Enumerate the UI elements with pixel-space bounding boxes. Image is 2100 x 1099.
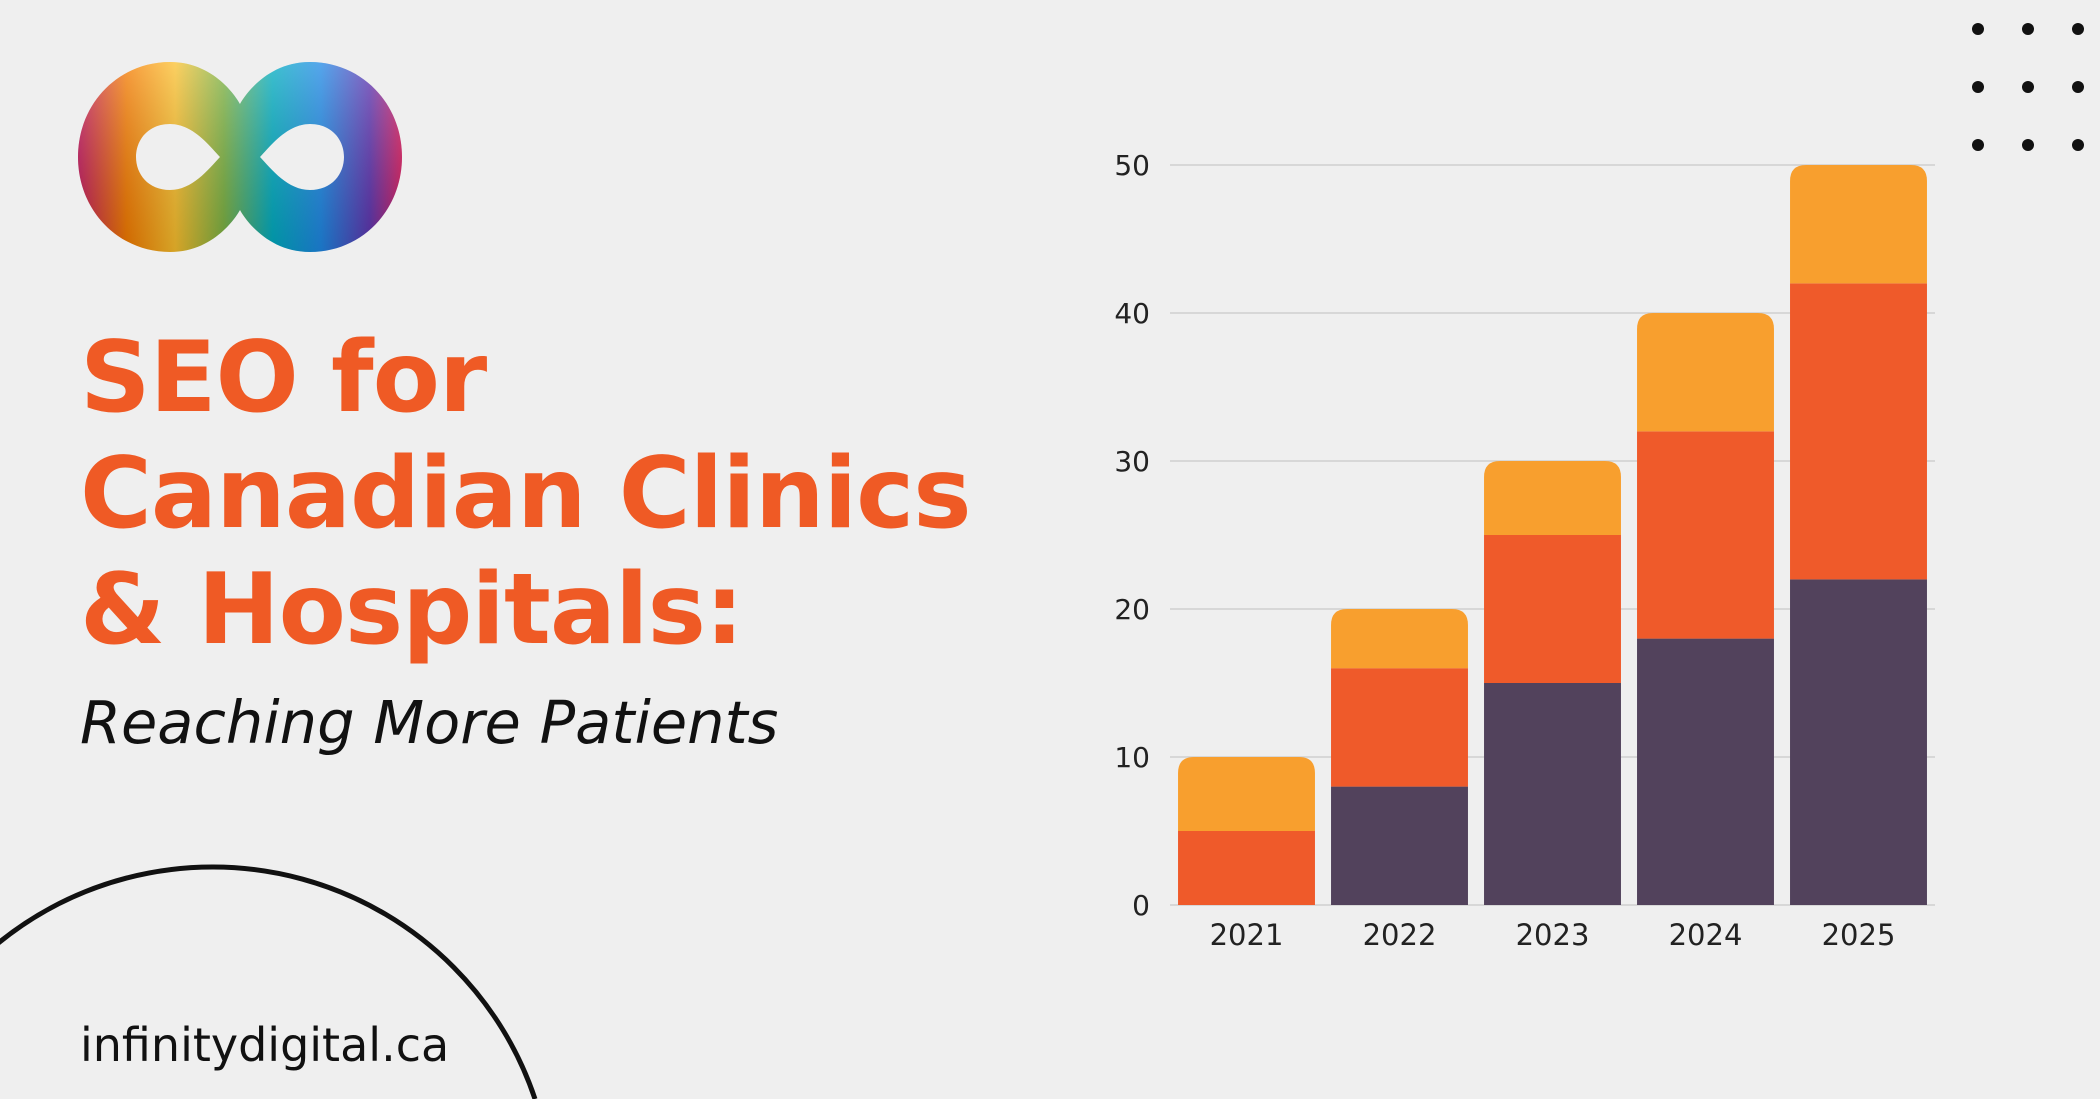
x-tick-label: 2022	[1363, 918, 1437, 952]
dot-grid-icon	[1972, 23, 2084, 151]
bar-segment-2022-0	[1331, 786, 1468, 905]
subtitle: Reaching More Patients	[80, 688, 779, 757]
y-tick-label: 30	[1114, 445, 1150, 478]
headline-line-2: Canadian Clinics	[80, 437, 972, 551]
website-link[interactable]: infinitydigital.ca	[80, 1018, 450, 1072]
x-tick-label: 2024	[1669, 918, 1743, 952]
y-tick-label: 10	[1114, 741, 1150, 774]
bar-segment-2022-2	[1331, 609, 1468, 669]
bar-segment-2023-1	[1484, 535, 1621, 683]
x-tick-label: 2025	[1822, 918, 1896, 952]
y-tick-label: 40	[1114, 297, 1150, 330]
headline-line-3: & Hospitals:	[80, 553, 744, 667]
bar-segment-2024-1	[1637, 431, 1774, 639]
bar-segment-2021-2	[1178, 757, 1315, 831]
bar-segment-2025-1	[1790, 283, 1927, 580]
y-tick-label: 50	[1114, 149, 1150, 182]
y-tick-label: 20	[1114, 593, 1150, 626]
x-tick-label: 2023	[1516, 918, 1590, 952]
bar-segment-2025-2	[1790, 165, 1927, 284]
headline: SEO for Canadian Clinics & Hospitals:	[80, 320, 972, 668]
bar-segment-2024-0	[1637, 638, 1774, 905]
bar-segment-2021-1	[1178, 831, 1315, 905]
logo-infinity-icon	[78, 62, 402, 252]
bar-segment-2023-2	[1484, 461, 1621, 535]
semicircle-outline-icon	[0, 864, 538, 1099]
y-tick-label: 0	[1132, 889, 1150, 922]
headline-line-1: SEO for	[80, 321, 487, 435]
bar-segment-2024-2	[1637, 313, 1774, 432]
bar-segment-2022-1	[1331, 668, 1468, 787]
x-tick-label: 2021	[1210, 918, 1284, 952]
stacked-bar-chart: 0 10 20 30 40 50 2021 2022 2023 2024 2025	[1114, 149, 1935, 952]
bar-segment-2023-0	[1484, 683, 1621, 905]
bar-segment-2025-0	[1790, 579, 1927, 905]
